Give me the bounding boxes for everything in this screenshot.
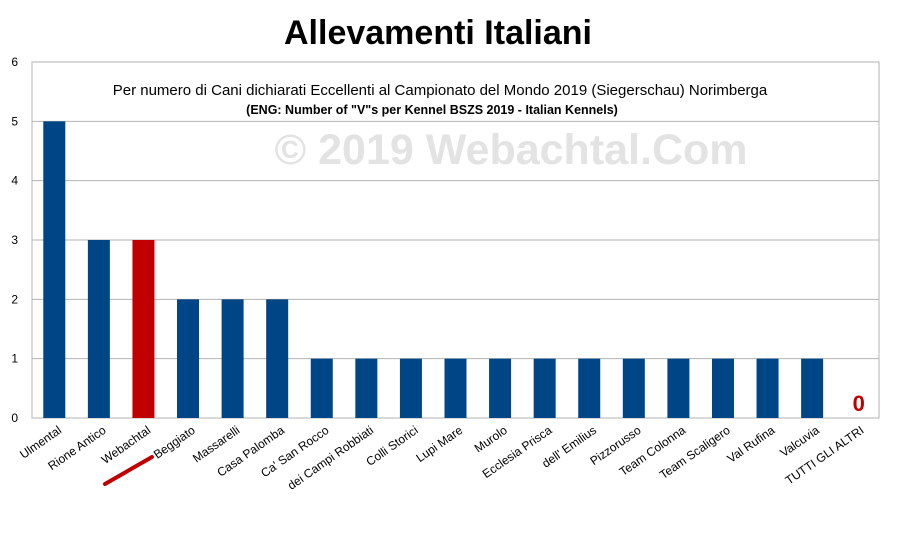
x-tick-label: Val Rufina bbox=[725, 423, 778, 466]
y-tick-label: 1 bbox=[11, 352, 18, 366]
bar bbox=[489, 358, 512, 418]
y-tick-label: 0 bbox=[11, 411, 18, 425]
y-tick-label: 6 bbox=[11, 55, 18, 69]
chart-title: Allevamenti Italiani bbox=[284, 14, 592, 52]
bar bbox=[667, 358, 690, 418]
bar bbox=[177, 299, 200, 418]
y-tick-label: 2 bbox=[11, 292, 18, 306]
y-tick-label: 4 bbox=[11, 174, 18, 188]
y-tick-label: 3 bbox=[11, 233, 18, 247]
bar bbox=[801, 358, 824, 418]
bar bbox=[43, 121, 66, 418]
y-tick-label: 5 bbox=[11, 114, 18, 128]
x-tick-label: Lupi Mare bbox=[413, 423, 465, 465]
gridlines bbox=[32, 61, 879, 419]
zero-value-label: 0 bbox=[853, 391, 865, 416]
bar bbox=[578, 358, 601, 418]
bar bbox=[622, 358, 645, 418]
x-tick-label: Murolo bbox=[472, 423, 510, 456]
x-tick-label: TUTTI GLI ALTRI bbox=[783, 423, 867, 488]
bar bbox=[533, 358, 556, 418]
bars: 0 bbox=[43, 121, 865, 418]
chart-subtitle-english: (ENG: Number of "V"s per Kennel BSZS 201… bbox=[246, 103, 618, 117]
bar bbox=[132, 240, 155, 418]
y-axis-ticks: 0 1 2 3 4 5 6 bbox=[11, 55, 18, 425]
chart-subtitle: Per numero di Cani dichiarati Eccellenti… bbox=[113, 82, 768, 99]
bar bbox=[444, 358, 467, 418]
watermark-text: © 2019 Webachtal.Com bbox=[275, 126, 748, 174]
bar bbox=[756, 358, 779, 418]
bar bbox=[87, 240, 110, 418]
bar bbox=[310, 358, 333, 418]
bar bbox=[355, 358, 378, 418]
bar bbox=[221, 299, 244, 418]
highlight-underline bbox=[103, 455, 154, 486]
bar bbox=[266, 299, 289, 418]
bar bbox=[399, 358, 422, 418]
bar bbox=[711, 358, 734, 418]
